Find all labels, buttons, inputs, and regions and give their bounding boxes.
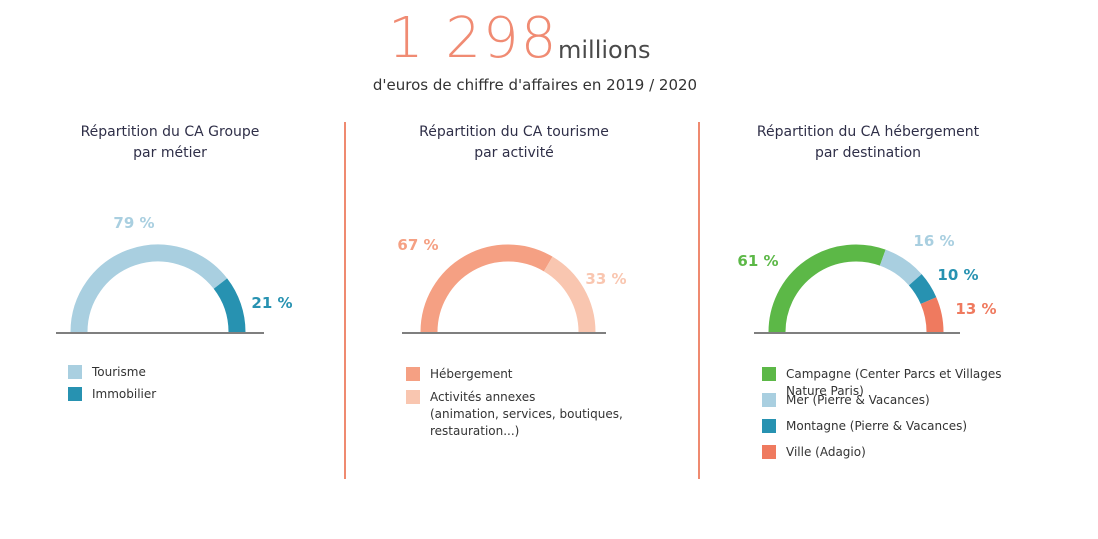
legend-item: Activités annexes (animation, services, b… xyxy=(406,389,623,440)
legend-swatch xyxy=(406,390,420,404)
arc-segment xyxy=(768,244,886,333)
legend-swatch xyxy=(68,387,82,401)
value-label: 67 % xyxy=(397,236,438,254)
legend-swatch xyxy=(406,367,420,381)
legend-item: Montagne (Pierre & Vacances) xyxy=(762,418,967,435)
panel-divider xyxy=(344,122,346,479)
arc-segment xyxy=(908,274,937,305)
legend-label: Campagne (Center Parcs et Villages Natur… xyxy=(786,367,1002,398)
value-label: 16 % xyxy=(913,232,954,250)
legend-item: Immobilier xyxy=(68,386,156,403)
panel-divider xyxy=(698,122,700,479)
revenue-subtitle: d'euros de chiffre d'affaires en 2019 / … xyxy=(372,76,698,94)
chart-panel: Répartition du CA Groupe par métier 79 % 21… xyxy=(0,0,340,539)
header: 1 298 millions d'euros de chiffre d'affa… xyxy=(0,0,1098,110)
legend-item: Ville (Adagio) xyxy=(762,444,866,461)
arc-segment xyxy=(543,256,596,333)
chart-legend: Campagne (Center Parcs et Villages Natur… xyxy=(698,0,1038,539)
arc-segment xyxy=(879,249,922,286)
legend-swatch xyxy=(68,365,82,379)
legend-label: Hébergement xyxy=(430,367,513,381)
revenue-unit: millions xyxy=(558,36,651,64)
chart-title: Répartition du CA tourisme par activité xyxy=(419,124,609,161)
revenue-figure: 1 298 xyxy=(388,6,559,71)
half-donut-chart: 67 % 33 % xyxy=(397,236,627,334)
half-donut-chart: 79 % 21 % xyxy=(56,214,293,334)
legend-item: Tourisme xyxy=(68,364,146,381)
legend-swatch xyxy=(762,393,776,407)
legend-swatch xyxy=(762,445,776,459)
value-label: 79 % xyxy=(113,214,154,232)
legend-label: Mer (Pierre & Vacances) xyxy=(786,393,930,407)
legend-label: Tourisme xyxy=(92,365,146,379)
arc-segment xyxy=(420,244,553,333)
arc-segment xyxy=(70,244,228,333)
chart-title: Répartition du CA Groupe par métier xyxy=(80,124,260,161)
legend-label: Montagne (Pierre & Vacances) xyxy=(786,419,968,433)
legend-item: Hébergement xyxy=(406,366,513,383)
chart-panel: Répartition du CA tourisme par activité 67… xyxy=(344,0,684,539)
arc-segment xyxy=(920,297,944,333)
legend-label: Immobilier xyxy=(92,387,157,401)
legend-label: Activités annexes (animation, services, b… xyxy=(430,390,623,438)
arc-segment xyxy=(213,278,246,333)
chart-title: Répartition du CA hébergement par destina… xyxy=(756,124,980,161)
value-label: 10 % xyxy=(937,266,978,284)
value-label: 33 % xyxy=(585,270,626,288)
legend-item: Campagne (Center Parcs et Villages Natur… xyxy=(762,366,1038,400)
legend-swatch xyxy=(762,367,776,381)
chart-legend: Hébergement Activités annexes (animation, … xyxy=(344,0,684,539)
value-label: 61 % xyxy=(737,252,778,270)
legend-item: Mer (Pierre & Vacances) xyxy=(762,392,930,409)
value-label: 13 % xyxy=(955,300,996,318)
chart-panel: Répartition du CA hébergement par destina… xyxy=(698,0,1038,539)
value-label: 21 % xyxy=(251,294,292,312)
legend-swatch xyxy=(762,419,776,433)
legend-label: Ville (Adagio) xyxy=(786,445,866,459)
chart-legend: Tourisme Immobilier xyxy=(0,0,340,539)
half-donut-chart: 61 % 16 % 10 % 13 % xyxy=(737,232,997,334)
